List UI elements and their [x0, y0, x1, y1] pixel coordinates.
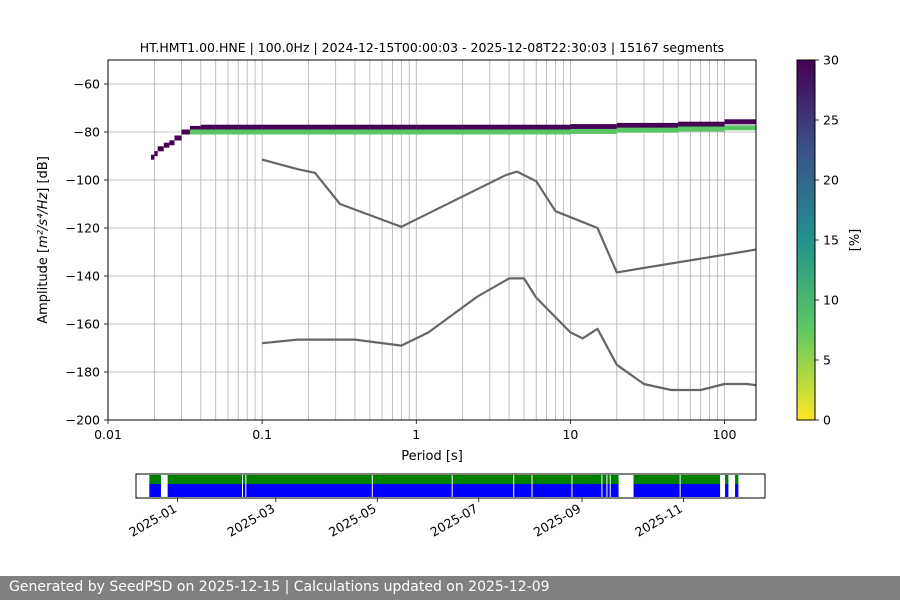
availability-bottom-bar	[725, 484, 729, 497]
footer-bar: Generated by SeedPSD on 2025-12-15 | Cal…	[0, 576, 900, 600]
y-tick-label: −180	[66, 365, 100, 380]
noise-model-lines	[261, 158, 757, 392]
colorbar-tick-label: 15	[823, 233, 839, 248]
psd-chart: HT.HMT1.00.HNE | 100.0Hz | 2024-12-15T00…	[36, 40, 863, 540]
density-cell	[524, 124, 571, 130]
x-tick-label: 0.01	[94, 427, 122, 442]
density-cell	[489, 129, 571, 135]
y-tick-label: −80	[74, 125, 100, 140]
availability-bars	[149, 475, 739, 497]
density-cell	[616, 127, 679, 133]
y-tick-label: −120	[66, 221, 100, 236]
plot-frame	[107, 59, 757, 421]
density-cell	[724, 119, 756, 125]
availability-bottom-bar	[149, 484, 161, 497]
y-axis-ticks: −60 −80 −100 −120 −140 −160 −180 −200	[66, 77, 108, 428]
x-tick-label: 0.1	[252, 427, 272, 442]
y-axis-label: Amplitude [m²/s⁴/Hz] [dB]	[36, 156, 51, 324]
density-cell	[678, 121, 725, 127]
y-tick-label: −100	[66, 173, 100, 188]
density-cell	[189, 129, 216, 135]
y-tick-label: −140	[66, 269, 100, 284]
y-tick-label: −200	[66, 413, 100, 428]
x-tick-label: 10	[562, 427, 578, 442]
density-cell	[335, 129, 417, 135]
colorbar-label: [%]	[848, 229, 863, 252]
density-cell	[238, 124, 263, 130]
x-axis-ticks: 0.01 0.1 1 10 100	[94, 420, 737, 442]
availability-top-bar	[149, 475, 161, 484]
density-cell	[570, 128, 617, 134]
density-cell	[570, 124, 617, 130]
density-cell	[616, 122, 679, 128]
colorbar-tick-label: 30	[823, 53, 839, 68]
density-cell	[150, 154, 155, 160]
density-cell	[724, 125, 756, 131]
availability-top-bar	[633, 475, 721, 484]
colorbar-tick-label: 5	[823, 353, 831, 368]
density-cell	[154, 151, 158, 157]
colorbar-tick-label: 0	[823, 413, 831, 428]
colorbar	[796, 59, 816, 421]
colorbar-tick-label: 10	[823, 293, 839, 308]
density-heatmap	[150, 119, 756, 160]
high-noise-model-line	[261, 158, 757, 274]
density-cell	[416, 129, 490, 135]
availability-bottom-bar	[167, 484, 619, 497]
density-cell	[215, 124, 239, 130]
density-cell	[678, 126, 725, 132]
availability-top-bar	[167, 475, 619, 484]
density-cell	[200, 124, 216, 130]
density-cell	[262, 124, 309, 130]
colorbar-tick-label: 20	[823, 173, 839, 188]
density-cell	[174, 135, 182, 141]
density-cell	[163, 142, 170, 148]
density-cell	[189, 125, 201, 131]
low-noise-model-line	[261, 277, 757, 392]
density-cell	[369, 124, 417, 130]
availability-bottom-bar	[633, 484, 721, 497]
density-cell	[462, 124, 525, 130]
x-tick-label: 100	[713, 427, 737, 442]
y-tick-label: −60	[74, 77, 100, 92]
colorbar-ticks: 0 5 10 15 20 25 30	[815, 53, 839, 428]
x-tick-label: 1	[412, 427, 420, 442]
y-tick-label: −160	[66, 317, 100, 332]
density-cell	[169, 140, 175, 146]
chart-title: HT.HMT1.00.HNE | 100.0Hz | 2024-12-15T00…	[140, 40, 724, 55]
grid-lines	[107, 60, 756, 421]
density-cell	[157, 146, 164, 152]
density-cell	[215, 129, 263, 135]
density-cell	[416, 124, 463, 130]
footer-text: Generated by SeedPSD on 2025-12-15 | Cal…	[9, 579, 550, 595]
x-axis-label: Period [s]	[401, 449, 463, 464]
density-cell	[308, 124, 370, 130]
availability-bottom-bar	[735, 484, 739, 497]
density-cell	[262, 129, 336, 135]
availability-top-bar	[725, 475, 729, 484]
density-cell	[181, 129, 190, 135]
availability-top-bar	[735, 475, 739, 484]
colorbar-tick-label: 25	[823, 113, 839, 128]
